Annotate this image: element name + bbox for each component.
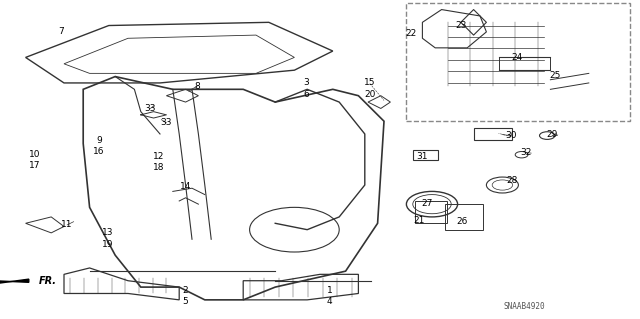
Bar <box>474 128 512 140</box>
Text: 30: 30 <box>505 131 516 140</box>
Text: 20: 20 <box>364 90 376 99</box>
Text: 13: 13 <box>102 228 113 237</box>
Text: 9: 9 <box>97 136 102 145</box>
Text: 7: 7 <box>58 27 63 36</box>
Text: 17: 17 <box>29 161 41 170</box>
Bar <box>413 150 438 160</box>
Text: 12: 12 <box>153 152 164 161</box>
Text: 28: 28 <box>506 176 518 185</box>
Text: 21: 21 <box>413 216 425 225</box>
Text: 14: 14 <box>180 182 191 191</box>
Text: 4: 4 <box>327 297 332 306</box>
Text: 29: 29 <box>546 130 557 139</box>
Text: SNAAB4920: SNAAB4920 <box>504 302 546 311</box>
Bar <box>499 57 550 70</box>
Text: 6: 6 <box>303 90 308 99</box>
Text: 24: 24 <box>511 53 523 62</box>
Text: 25: 25 <box>549 71 561 80</box>
Text: 19: 19 <box>102 240 113 249</box>
Text: 31: 31 <box>417 152 428 161</box>
Text: 15: 15 <box>364 78 376 87</box>
Text: 27: 27 <box>421 199 433 208</box>
Text: 16: 16 <box>93 147 105 156</box>
Text: FR.: FR. <box>38 276 56 286</box>
Text: 26: 26 <box>456 217 468 226</box>
Bar <box>415 201 447 223</box>
Text: 5: 5 <box>183 297 188 306</box>
Text: 33: 33 <box>161 118 172 127</box>
Text: 22: 22 <box>405 29 417 38</box>
Polygon shape <box>0 279 29 284</box>
Text: 32: 32 <box>520 148 532 157</box>
Text: 23: 23 <box>455 21 467 30</box>
Text: 2: 2 <box>183 286 188 295</box>
Text: 11: 11 <box>61 220 73 229</box>
Text: 3: 3 <box>303 78 308 87</box>
Bar <box>445 204 483 230</box>
Text: 8: 8 <box>195 82 200 91</box>
Text: 1: 1 <box>327 286 332 295</box>
Text: 33: 33 <box>145 104 156 113</box>
Text: 18: 18 <box>153 163 164 172</box>
Text: 10: 10 <box>29 150 41 159</box>
